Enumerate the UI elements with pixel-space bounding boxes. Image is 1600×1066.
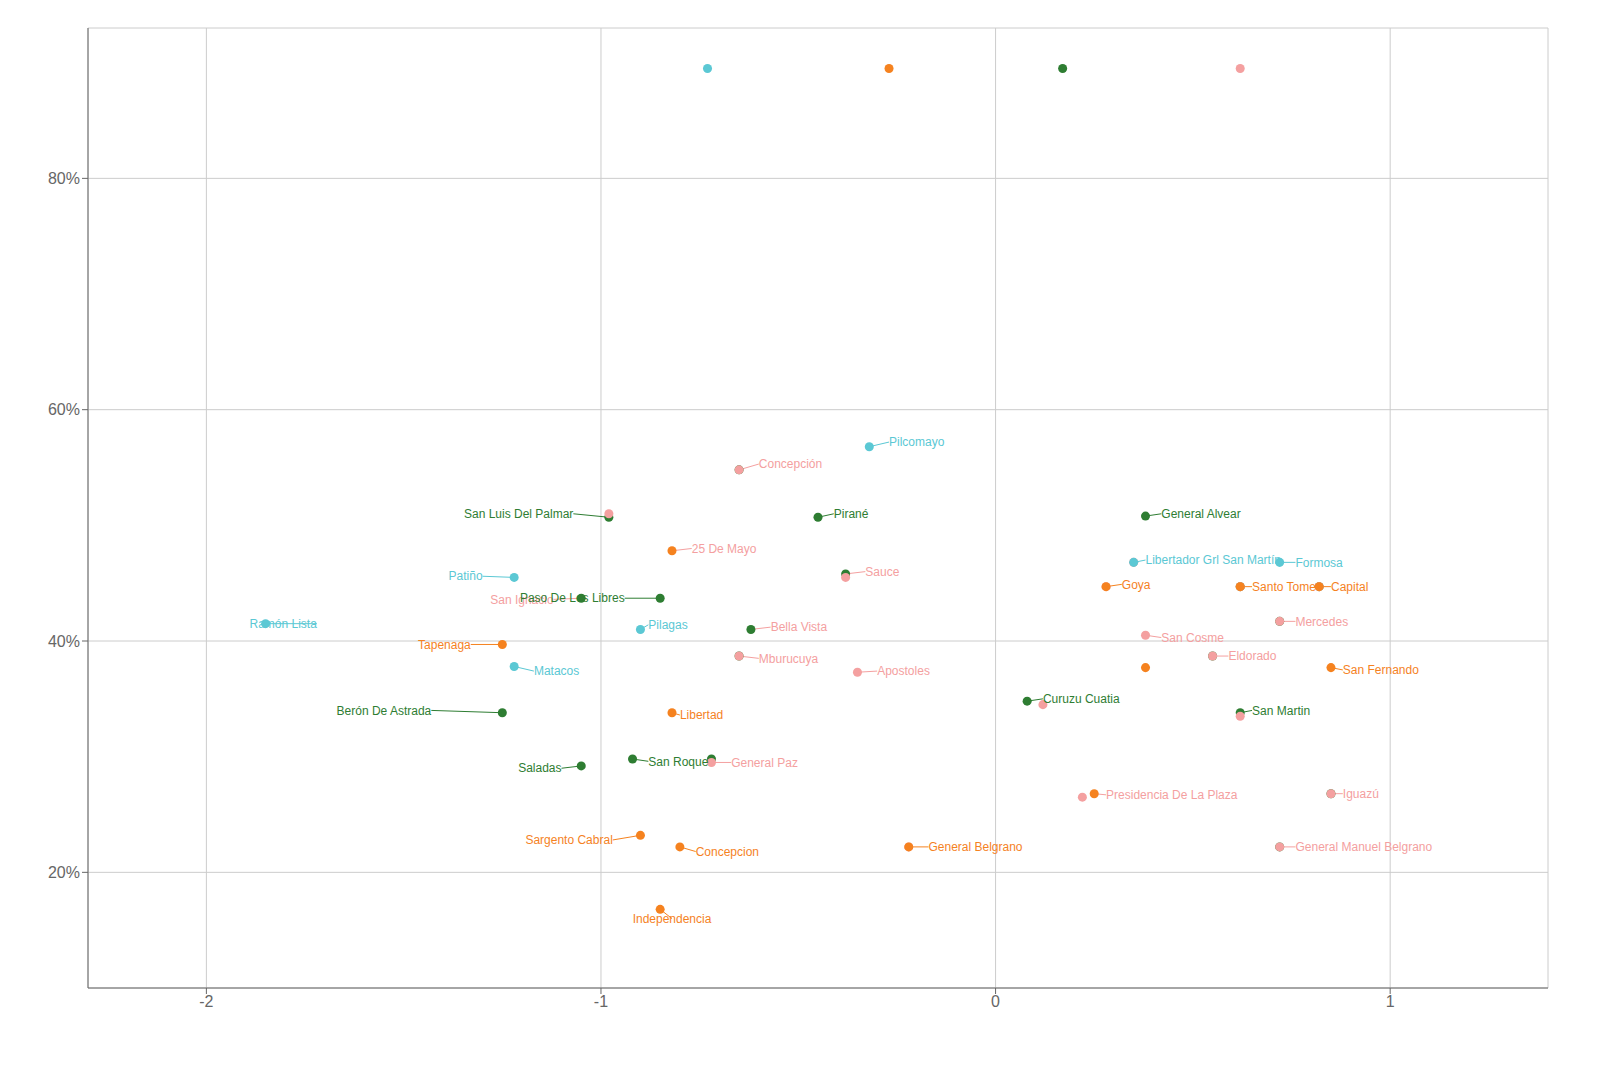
svg-text:Goya: Goya (1122, 578, 1151, 592)
svg-text:San Luis Del Palmar: San Luis Del Palmar (464, 507, 573, 521)
svg-text:San Roque: San Roque (648, 755, 708, 769)
svg-text:Berón De Astrada: Berón De Astrada (337, 704, 432, 718)
svg-text:Libertad: Libertad (680, 708, 723, 722)
svg-text:Saladas: Saladas (518, 761, 561, 775)
svg-text:Pilcomayo: Pilcomayo (889, 435, 945, 449)
svg-text:25 De Mayo: 25 De Mayo (692, 542, 757, 556)
svg-text:1: 1 (1386, 993, 1395, 1010)
svg-text:40%: 40% (48, 633, 80, 650)
svg-text:Sauce: Sauce (865, 565, 899, 579)
svg-text:Concepción: Concepción (759, 457, 822, 471)
svg-text:General Belgrano: General Belgrano (928, 840, 1022, 854)
svg-text:Libertador Grl San Martín: Libertador Grl San Martín (1146, 553, 1281, 567)
svg-text:0: 0 (991, 993, 1000, 1010)
svg-text:Apostoles: Apostoles (877, 664, 930, 678)
svg-text:San Cosme: San Cosme (1161, 631, 1224, 645)
svg-text:Pilagas: Pilagas (648, 618, 687, 632)
svg-text:Concepcion: Concepcion (696, 845, 759, 859)
svg-text:Tapenaga: Tapenaga (418, 638, 471, 652)
svg-text:Patiño: Patiño (449, 569, 483, 583)
svg-text:Sargento Cabral: Sargento Cabral (525, 833, 612, 847)
svg-text:Paso De Los Libres: Paso De Los Libres (520, 591, 625, 605)
svg-text:Mburucuya: Mburucuya (759, 652, 819, 666)
svg-text:Formosa: Formosa (1295, 556, 1343, 570)
svg-text:San Fernando: San Fernando (1343, 663, 1419, 677)
svg-text:Presidencia De La Plaza: Presidencia De La Plaza (1106, 788, 1238, 802)
svg-text:Curuzu Cuatia: Curuzu Cuatia (1043, 692, 1120, 706)
svg-text:80%: 80% (48, 170, 80, 187)
svg-text:Bella Vista: Bella Vista (771, 620, 828, 634)
svg-text:20%: 20% (48, 864, 80, 881)
svg-text:General Alvear: General Alvear (1161, 507, 1240, 521)
svg-text:General Paz: General Paz (731, 756, 798, 770)
svg-text:Independencia: Independencia (633, 912, 712, 926)
svg-text:Pirané: Pirané (834, 507, 869, 521)
svg-text:-2: -2 (199, 993, 213, 1010)
svg-text:Eldorado: Eldorado (1228, 649, 1276, 663)
svg-text:Iguazú: Iguazú (1343, 787, 1379, 801)
svg-text:-1: -1 (594, 993, 608, 1010)
svg-text:60%: 60% (48, 401, 80, 418)
svg-text:Santo Tome: Santo Tome (1252, 580, 1316, 594)
svg-text:Mercedes: Mercedes (1295, 615, 1348, 629)
svg-text:San Martin: San Martin (1252, 704, 1310, 718)
svg-text:Capital: Capital (1331, 580, 1368, 594)
svg-text:General Manuel Belgrano: General Manuel Belgrano (1295, 840, 1432, 854)
svg-text:Matacos: Matacos (534, 664, 579, 678)
svg-text:Ramón Lista: Ramón Lista (249, 617, 317, 631)
